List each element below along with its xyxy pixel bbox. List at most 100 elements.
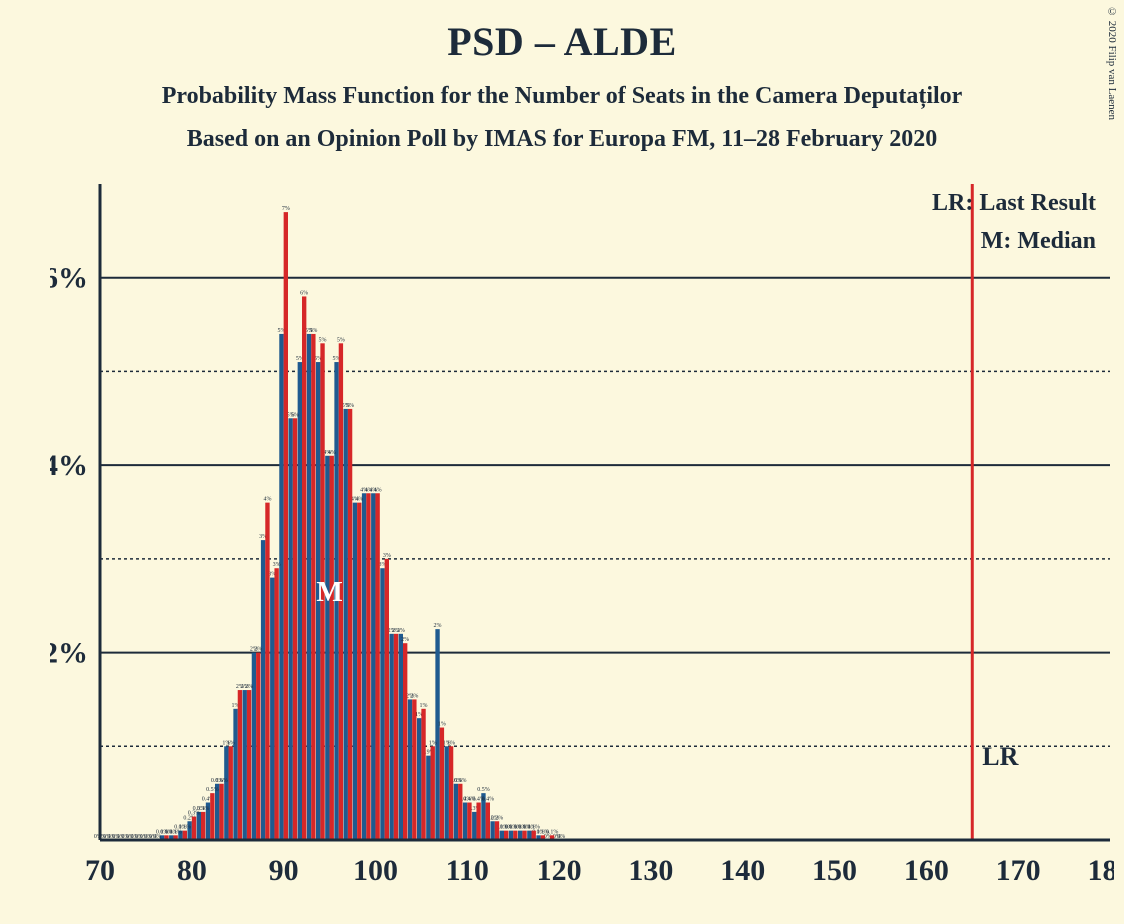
bar <box>311 334 315 840</box>
bar <box>426 756 430 840</box>
bar <box>224 746 228 840</box>
bar <box>417 718 421 840</box>
bar-value-label: 5% <box>319 337 327 343</box>
bar <box>412 699 416 840</box>
bar-value-label: 6% <box>300 290 308 296</box>
bar <box>357 503 361 840</box>
copyright-text: © 2020 Filip van Laenen <box>1106 6 1118 120</box>
bar <box>219 784 223 840</box>
legend-lr: LR: Last Result <box>932 190 1096 216</box>
y-tick-label: 4% <box>50 449 88 482</box>
bar <box>298 362 302 840</box>
bar-value-label: 2% <box>401 637 409 643</box>
bar-value-label: 1% <box>227 740 235 746</box>
bar-value-label: 5% <box>291 412 299 418</box>
bar <box>284 212 288 840</box>
bar-value-label: 0.2% <box>491 815 504 821</box>
bar-value-label: 2% <box>254 647 262 653</box>
x-tick-label: 70 <box>85 854 115 887</box>
chart-title: PSD – ALDE <box>0 0 1124 65</box>
bar <box>293 418 297 840</box>
bar-value-label: 0.3% <box>197 806 210 812</box>
x-tick-label: 150 <box>812 854 857 887</box>
bar <box>408 699 412 840</box>
x-tick-label: 160 <box>904 854 949 887</box>
x-tick-label: 130 <box>628 854 673 887</box>
bar-value-label: 7% <box>282 206 290 212</box>
bar-value-label: 0.6% <box>215 778 228 784</box>
bar <box>238 690 242 840</box>
x-tick-label: 180 <box>1088 854 1115 887</box>
bar <box>192 817 196 840</box>
bar-value-label: 1% <box>429 740 437 746</box>
bar <box>210 793 214 840</box>
bar <box>454 784 458 840</box>
bar-value-label: 2% <box>434 623 442 629</box>
bar-value-label: 5% <box>346 403 354 409</box>
bar <box>325 456 329 840</box>
bar <box>302 296 306 840</box>
x-tick-label: 80 <box>177 854 207 887</box>
chart-subtitle-2: Based on an Opinion Poll by IMAS for Eur… <box>0 126 1124 153</box>
bar <box>279 334 283 840</box>
chart-subtitle-1: Probability Mass Function for the Number… <box>0 83 1124 110</box>
bar-value-label: 0.5% <box>206 787 219 793</box>
bar-value-label: 0.4% <box>482 797 495 803</box>
last-result-label: LR <box>982 742 1018 771</box>
bar <box>348 409 352 840</box>
y-tick-label: 2% <box>50 637 88 670</box>
bar <box>463 803 467 840</box>
bar-value-label: 2% <box>392 628 400 634</box>
bar-value-label: 1% <box>420 703 428 709</box>
bar <box>467 803 471 840</box>
bar <box>389 634 393 840</box>
legend-m: M: Median <box>981 228 1096 254</box>
bar-value-label: 2% <box>236 684 244 690</box>
bar <box>307 334 311 840</box>
bar <box>270 578 274 840</box>
bar-value-label: 5% <box>309 328 317 334</box>
x-tick-label: 110 <box>446 854 489 887</box>
bar <box>399 634 403 840</box>
bar <box>440 728 444 840</box>
x-tick-label: 90 <box>269 854 299 887</box>
bar <box>229 746 233 840</box>
bar <box>371 493 375 840</box>
bar <box>261 540 265 840</box>
x-tick-label: 140 <box>720 854 765 887</box>
bar-value-label: 4% <box>374 487 382 493</box>
median-label: M <box>316 577 342 608</box>
bar <box>445 746 449 840</box>
bar-value-label: 2% <box>410 693 418 699</box>
chart-container: 0%0%0%0%0%0%0%0.1%0.1%0.1%0.2%0.3%0.4%0.… <box>50 180 1114 894</box>
bar <box>243 690 247 840</box>
bar <box>366 493 370 840</box>
bar <box>394 634 398 840</box>
bar <box>247 690 251 840</box>
bar-value-label: 2% <box>245 684 253 690</box>
bar-value-label: 0.6% <box>454 778 467 784</box>
bar <box>431 746 435 840</box>
bar-value-label: 4% <box>364 487 372 493</box>
bar <box>385 559 389 840</box>
bar <box>421 709 425 840</box>
bar <box>233 709 237 840</box>
y-tick-label: 6% <box>50 262 88 295</box>
bar-value-label: 4% <box>355 497 363 503</box>
bar <box>449 746 453 840</box>
bar <box>362 493 366 840</box>
bar-value-label: 1% <box>438 722 446 728</box>
bar-value-label: 1% <box>447 740 455 746</box>
bar <box>490 821 494 840</box>
x-tick-label: 100 <box>353 854 398 887</box>
bar <box>495 821 499 840</box>
bar <box>201 812 205 840</box>
bar-value-label: 4% <box>263 497 271 503</box>
bar <box>274 568 278 840</box>
bar <box>252 653 256 840</box>
bar <box>288 418 292 840</box>
bar-value-label: 5% <box>337 337 345 343</box>
bar <box>472 812 476 840</box>
bar-value-label: 0.5% <box>477 787 490 793</box>
x-tick-label: 120 <box>537 854 582 887</box>
